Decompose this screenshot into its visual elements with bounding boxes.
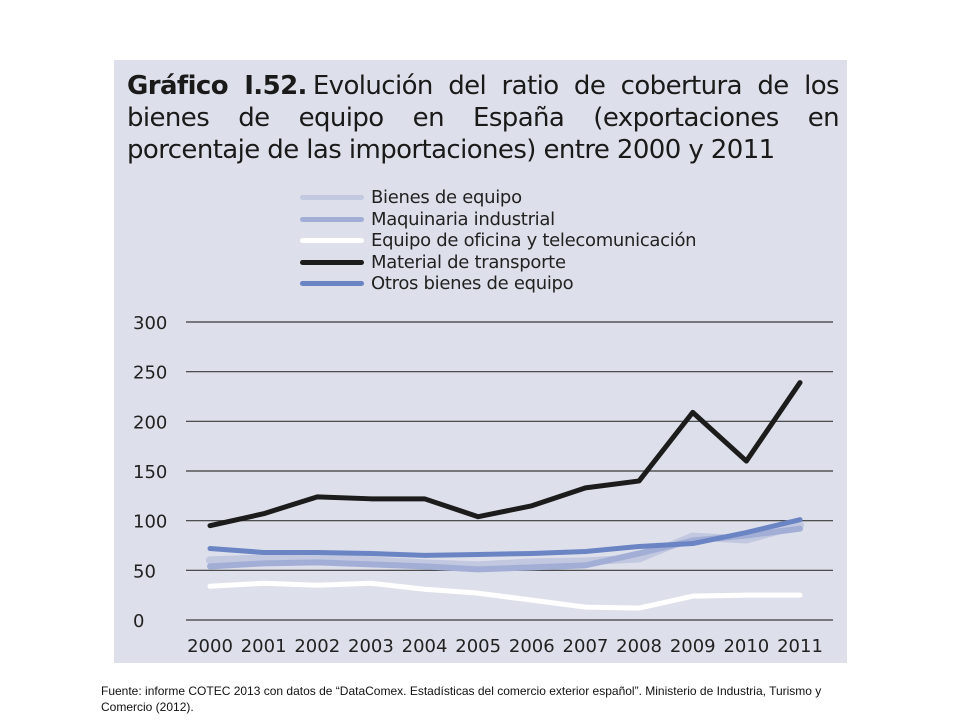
series-line	[207, 580, 803, 611]
legend-item: Maquinaria industrial	[300, 209, 696, 231]
x-tick-label: 2002	[294, 636, 340, 657]
series-line	[206, 520, 804, 570]
legend-swatch	[300, 259, 364, 265]
legend-swatch	[300, 195, 364, 201]
legend-swatch	[300, 281, 364, 287]
y-tick-label: 100	[133, 512, 167, 533]
x-tick-label: 2000	[187, 636, 233, 657]
y-tick-label: 0	[133, 611, 144, 632]
legend-swatch	[300, 216, 364, 222]
legend-label: Bienes de equipo	[371, 187, 522, 209]
x-tick-label: 2010	[723, 636, 769, 657]
x-tick-label: 2009	[670, 636, 716, 657]
legend-item: Bienes de equipo	[300, 187, 696, 209]
legend-item: Material de transporte	[300, 252, 696, 274]
y-tick-label: 150	[133, 462, 167, 483]
legend-item: Equipo de oficina y telecomunicación	[300, 230, 697, 252]
legend-label: Equipo de oficina y telecomunicación	[371, 230, 697, 252]
x-tick-label: 2005	[455, 636, 501, 657]
y-tick-label: 50	[133, 561, 156, 582]
legend-label: Maquinaria industrial	[371, 208, 555, 230]
legend-swatch	[300, 238, 364, 244]
legend-label: Otros bienes de equipo	[371, 273, 574, 295]
x-tick-label: 2001	[241, 636, 287, 657]
y-tick-label: 200	[133, 412, 167, 433]
chart-legend: Bienes de equipo Maquinaria industrial Equ…	[300, 187, 697, 295]
series-line	[207, 380, 803, 529]
chart-title: Gráfico I.52. Evolución del ratio de cobe…	[127, 70, 840, 166]
x-tick-label: 2004	[402, 636, 448, 657]
y-tick-label: 250	[133, 363, 167, 384]
legend-item: Otros bienes de equipo	[300, 273, 696, 295]
legend-label: Material de transporte	[371, 251, 566, 273]
x-tick-label: 2011	[777, 636, 823, 657]
x-tick-label: 2008	[616, 636, 662, 657]
chart-title-text: Evolución del ratio de cobertura de los …	[127, 71, 840, 165]
x-tick-label: 2007	[563, 636, 609, 657]
series-line	[207, 517, 803, 558]
chart-number: Gráfico I.52.	[127, 71, 307, 101]
x-tick-label: 2006	[509, 636, 555, 657]
x-tick-label: 2003	[348, 636, 394, 657]
source-note: Fuente: informe COTEC 2013 con datos de …	[101, 684, 822, 714]
y-tick-label: 300	[133, 313, 167, 334]
